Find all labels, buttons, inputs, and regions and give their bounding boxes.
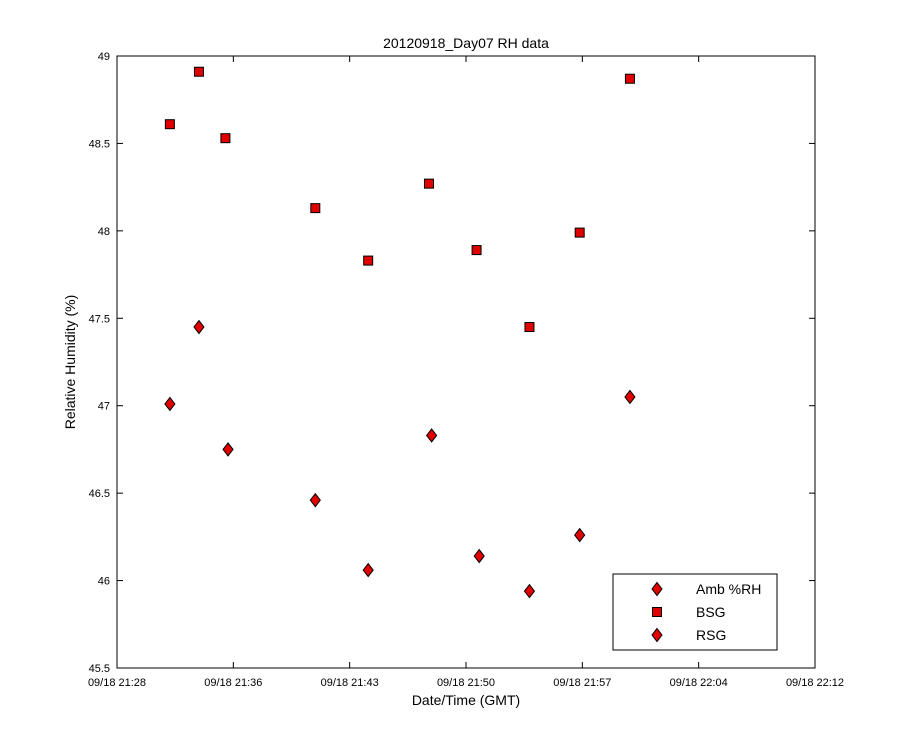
legend-marker-bsg [652, 607, 662, 617]
rsg-point [309, 492, 321, 508]
x-tick-label: 09/18 21:28 [88, 677, 146, 689]
rsg-point [425, 428, 438, 443]
rsg-point [624, 389, 636, 405]
rsg-point [574, 527, 586, 543]
x-axis-label: Date/Time (GMT) [412, 692, 520, 708]
bsg-point [471, 245, 482, 256]
rsg-point [222, 442, 234, 457]
legend-label-rsg: RSG [696, 627, 726, 643]
y-axis-label: Relative Humidity (%) [62, 295, 78, 430]
x-tick-label: 09/18 21:57 [553, 677, 611, 689]
y-tick-label: 46 [98, 576, 110, 588]
data-points [164, 66, 636, 599]
y-tick-label: 47.5 [89, 313, 110, 325]
x-tick-label: 09/18 22:12 [786, 677, 844, 689]
bsg-point [310, 203, 321, 214]
legend-marker-rsg [651, 627, 663, 643]
y-tick-label: 49 [98, 51, 110, 63]
legend-marker-amb-rh [651, 581, 663, 597]
y-tick-label: 48 [98, 226, 110, 238]
y-tick-label: 47 [98, 401, 110, 413]
y-tick-labels: 45.5 46 46.5 47 47.5 48 48.5 49 [89, 51, 110, 675]
bsg-point [574, 227, 585, 238]
y-tick-label: 48.5 [89, 138, 110, 150]
rsg-point [473, 548, 485, 564]
legend-label-amb-rh: Amb %RH [696, 581, 761, 597]
bsg-point [624, 73, 635, 84]
x-tick-labels: 09/18 21:28 09/18 21:36 09/18 21:43 09/18 2… [88, 677, 844, 689]
x-tick-label: 09/18 22:04 [670, 677, 728, 689]
x-tick-label: 09/18 21:43 [321, 677, 379, 689]
x-tick-label: 09/18 21:50 [437, 677, 495, 689]
legend-box [612, 573, 778, 651]
y-tick-label: 46.5 [89, 488, 110, 500]
legend-label-bsg: BSG [696, 604, 726, 620]
bsg-point [220, 133, 231, 144]
bsg-point [164, 119, 175, 130]
y-tick-label: 45.5 [89, 663, 110, 675]
axis-ticks [116, 55, 816, 669]
legend: Amb %RH BSG RSG [612, 573, 778, 651]
plot-area [116, 55, 816, 669]
bsg-point [524, 322, 535, 333]
bsg-point [363, 255, 374, 266]
x-tick-label: 09/18 21:36 [204, 677, 262, 689]
bsg-point [423, 178, 434, 189]
rsg-point [362, 562, 374, 578]
bsg-point [193, 66, 204, 77]
chart-title: 20120918_Day07 RH data [383, 35, 549, 51]
rsg-point [523, 583, 536, 599]
rsg-point [164, 396, 176, 412]
rsg-point [193, 319, 205, 335]
